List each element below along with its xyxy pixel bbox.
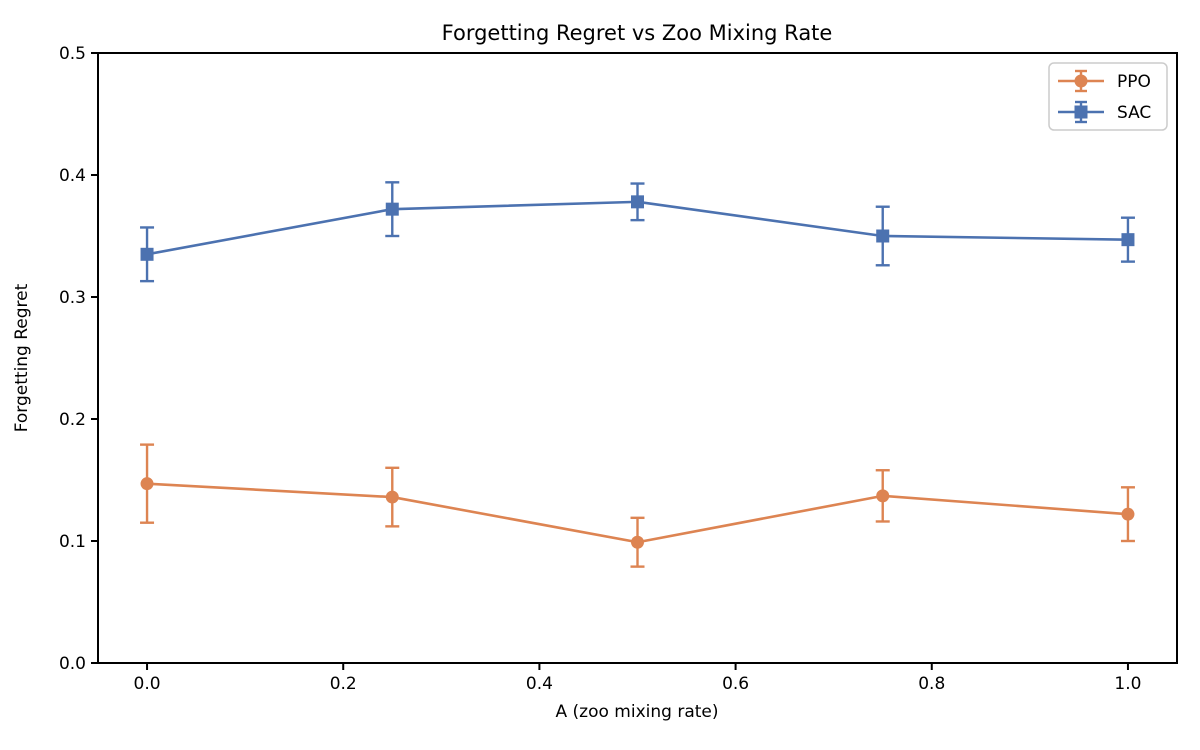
legend-glyph-marker-ppo: [1074, 74, 1088, 88]
series-marker-ppo: [140, 477, 154, 491]
series-marker-sac: [876, 229, 890, 243]
series-marker-ppo: [631, 535, 644, 549]
series-marker-sac: [385, 202, 399, 216]
y-axis-tick-label: 0.0: [59, 654, 86, 674]
y-axis-tick-label: 0.4: [59, 166, 86, 186]
x-axis-tick-label: 0.2: [330, 674, 357, 694]
y-axis-label: Forgetting Regret: [12, 283, 32, 432]
y-axis-tick-label: 0.5: [59, 44, 86, 64]
series-marker-ppo: [1121, 507, 1135, 521]
series-marker-sac: [1121, 233, 1135, 247]
legend-label-ppo: PPO: [1117, 72, 1151, 92]
legend-glyph-marker-sac: [1074, 105, 1088, 119]
y-axis-tick-label: 0.1: [59, 532, 86, 552]
series-marker-ppo: [385, 490, 399, 504]
x-axis-tick-label: 1.0: [1114, 674, 1141, 694]
x-axis-label: A (zoo mixing rate): [556, 702, 719, 722]
x-axis-tick-label: 0.8: [918, 674, 945, 694]
series-marker-ppo: [876, 489, 890, 503]
y-axis-tick-label: 0.2: [59, 410, 86, 430]
x-axis-tick-label: 0.4: [526, 674, 553, 694]
x-axis-tick-label: 0.0: [134, 674, 161, 694]
series-marker-sac: [631, 195, 644, 209]
legend-label-sac: SAC: [1117, 103, 1151, 123]
chart-title: Forgetting Regret vs Zoo Mixing Rate: [442, 21, 833, 45]
series-marker-sac: [140, 247, 154, 261]
y-axis-tick-label: 0.3: [59, 288, 86, 308]
x-axis-tick-label: 0.6: [722, 674, 749, 694]
axes-spines: [97, 52, 1178, 664]
